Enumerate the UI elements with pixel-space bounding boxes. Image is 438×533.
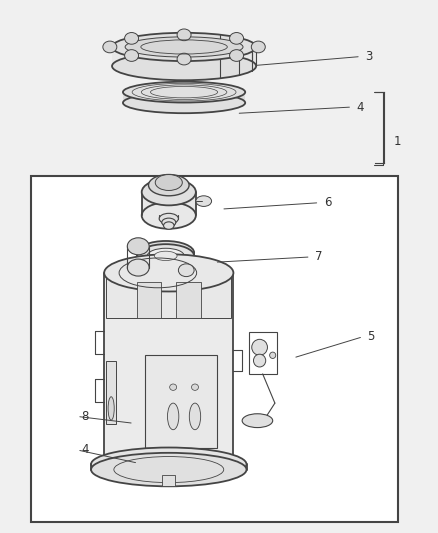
Ellipse shape — [148, 174, 189, 196]
Ellipse shape — [252, 340, 268, 356]
Ellipse shape — [230, 50, 244, 61]
Text: 8: 8 — [81, 410, 89, 423]
Ellipse shape — [230, 33, 244, 44]
Ellipse shape — [112, 33, 256, 61]
Ellipse shape — [162, 218, 176, 227]
Ellipse shape — [138, 244, 194, 268]
Ellipse shape — [251, 41, 265, 53]
Ellipse shape — [170, 384, 177, 390]
Ellipse shape — [142, 179, 196, 205]
Polygon shape — [112, 47, 256, 66]
Ellipse shape — [108, 397, 114, 420]
Polygon shape — [159, 219, 178, 222]
Ellipse shape — [191, 384, 198, 390]
Ellipse shape — [138, 241, 194, 264]
Bar — [137, 282, 161, 318]
Ellipse shape — [254, 354, 266, 367]
Ellipse shape — [91, 453, 247, 486]
Bar — [106, 277, 231, 318]
Bar — [106, 361, 116, 424]
Ellipse shape — [127, 259, 149, 276]
Bar — [162, 474, 175, 486]
Polygon shape — [123, 92, 245, 103]
Ellipse shape — [123, 92, 245, 113]
Ellipse shape — [167, 403, 179, 430]
Text: 4: 4 — [81, 443, 89, 456]
Ellipse shape — [124, 33, 138, 44]
Text: 5: 5 — [367, 330, 375, 343]
Ellipse shape — [154, 251, 177, 261]
Ellipse shape — [125, 37, 243, 57]
Text: 1: 1 — [394, 135, 401, 148]
Ellipse shape — [123, 82, 245, 102]
Ellipse shape — [196, 196, 212, 206]
Text: 4: 4 — [357, 101, 364, 114]
Polygon shape — [162, 222, 176, 225]
Text: 3: 3 — [365, 50, 373, 63]
Polygon shape — [142, 192, 196, 215]
Ellipse shape — [177, 53, 191, 65]
Ellipse shape — [147, 248, 184, 263]
Ellipse shape — [159, 213, 178, 224]
Bar — [145, 356, 217, 448]
Text: 7: 7 — [315, 251, 322, 263]
Ellipse shape — [104, 254, 233, 292]
Ellipse shape — [103, 41, 117, 53]
Ellipse shape — [270, 352, 276, 359]
Ellipse shape — [189, 403, 201, 430]
Ellipse shape — [155, 174, 182, 190]
Ellipse shape — [142, 202, 196, 229]
Bar — [249, 333, 277, 374]
Bar — [31, 176, 398, 522]
Ellipse shape — [163, 222, 174, 229]
Polygon shape — [104, 273, 233, 470]
Ellipse shape — [178, 264, 194, 277]
Ellipse shape — [177, 29, 191, 41]
Ellipse shape — [112, 52, 256, 80]
Text: 6: 6 — [324, 196, 331, 209]
Ellipse shape — [242, 414, 273, 427]
Ellipse shape — [91, 448, 247, 481]
Ellipse shape — [127, 238, 149, 255]
Bar — [176, 282, 201, 318]
Ellipse shape — [124, 50, 138, 61]
